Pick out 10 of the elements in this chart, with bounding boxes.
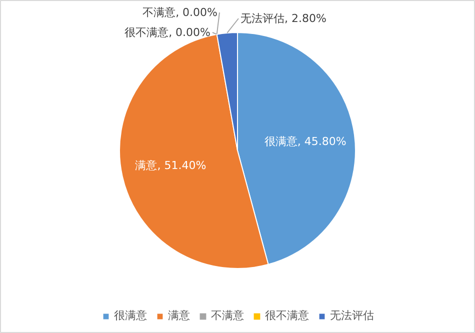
legend-label: 满意: [168, 308, 190, 323]
data-label: 很满意, 45.80%: [264, 134, 346, 148]
text: 很不满意, 0.00%: [124, 26, 210, 39]
data-label: 无法评估, 2.80%: [240, 12, 326, 25]
legend-label: 不满意: [211, 308, 244, 323]
legend-label: 很不满意: [265, 308, 309, 323]
text: 不满意, 0.00%: [142, 6, 218, 19]
legend-label: 很满意: [114, 308, 147, 323]
legend-label: 无法评估: [330, 308, 374, 323]
data-label: 满意, 51.40%: [135, 158, 206, 172]
